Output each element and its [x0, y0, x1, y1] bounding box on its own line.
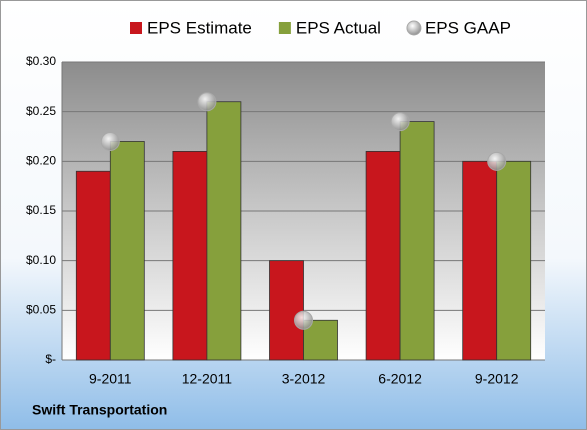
- legend-marker: [406, 20, 422, 36]
- x-tick-label: 9-2011: [89, 371, 132, 387]
- legend-marker: [130, 22, 142, 34]
- bar: [365, 150, 401, 361]
- legend-label: EPS Estimate: [147, 18, 252, 37]
- legend-marker: [278, 22, 291, 34]
- legend-label: EPS Actual: [296, 18, 381, 37]
- bar: [269, 260, 304, 361]
- y-tick-label: $0.15: [26, 203, 56, 217]
- footer: Swift Transportation: [32, 402, 167, 418]
- bar: [206, 101, 242, 361]
- bar: [399, 121, 435, 361]
- x-tick-label: 9-2012: [475, 371, 519, 387]
- x-tick-label: 12-2011: [182, 371, 233, 387]
- y-tick-label: $0.10: [26, 253, 56, 267]
- y-tick-label: $0.20: [26, 154, 56, 168]
- dot: [100, 131, 120, 151]
- bar: [109, 141, 145, 361]
- x-tick-label: 3-2012: [282, 371, 326, 387]
- dot: [487, 151, 507, 171]
- dot: [197, 92, 217, 112]
- bar: [496, 160, 532, 361]
- bar: [462, 160, 498, 361]
- legend-label: EPS GAAP: [425, 18, 511, 37]
- x-tick-label: 6-2012: [378, 371, 422, 387]
- dot: [294, 310, 313, 330]
- y-tick-label: $0.30: [26, 54, 56, 68]
- y-tick-label: $0.05: [26, 303, 56, 317]
- y-tick-label: $0.25: [26, 104, 56, 118]
- y-tick-label: $-: [45, 352, 56, 366]
- bar: [172, 150, 208, 361]
- dot: [390, 112, 410, 132]
- bar: [75, 170, 111, 361]
